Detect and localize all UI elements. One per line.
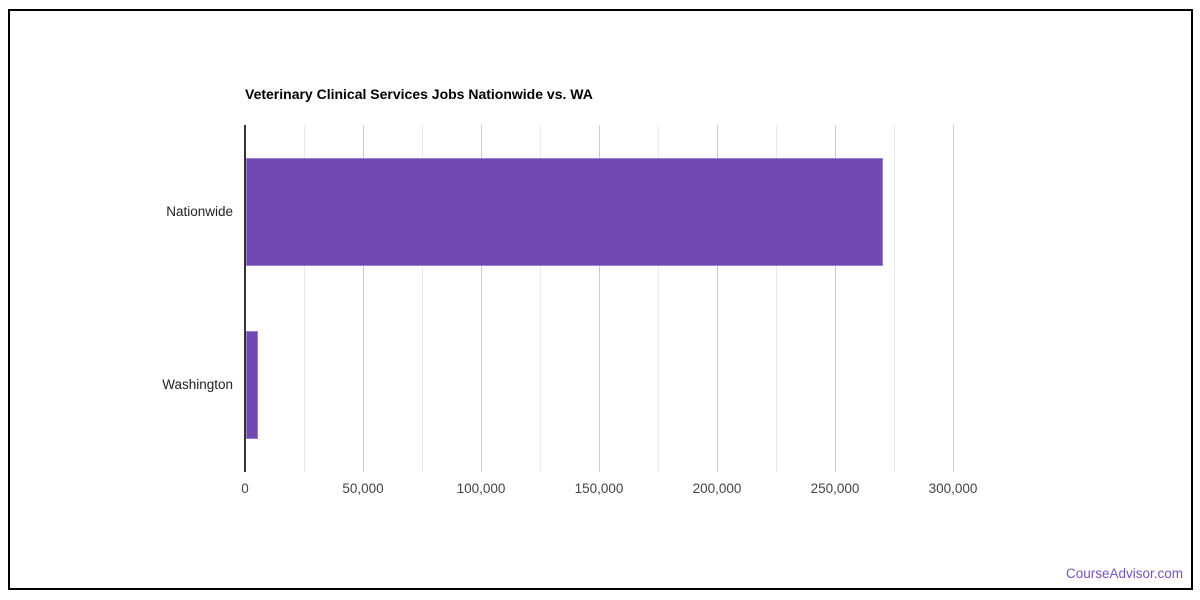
- x-tick-label: 200,000: [692, 481, 742, 496]
- footer-brand-link[interactable]: CourseAdvisor.com: [1065, 566, 1183, 581]
- major-gridline: [599, 125, 600, 472]
- chart-title: Veterinary Clinical Services Jobs Nation…: [245, 86, 593, 102]
- x-tick-label: 0: [241, 481, 249, 496]
- major-gridline: [363, 125, 364, 472]
- minor-gridline: [540, 125, 541, 472]
- minor-gridline: [304, 125, 305, 472]
- bar-nationwide[interactable]: [246, 157, 884, 266]
- x-tick-label: 300,000: [928, 481, 978, 496]
- x-tick-label: 50,000: [342, 481, 384, 496]
- category-label: Washington: [162, 377, 233, 393]
- minor-gridline: [776, 125, 777, 472]
- category-label: Nationwide: [166, 203, 233, 219]
- major-gridline: [717, 125, 718, 472]
- x-tick-label: 100,000: [456, 481, 506, 496]
- x-tick-label: 250,000: [810, 481, 860, 496]
- minor-gridline: [658, 125, 659, 472]
- major-gridline: [953, 125, 954, 472]
- major-gridline: [835, 125, 836, 472]
- minor-gridline: [422, 125, 423, 472]
- minor-gridline: [894, 125, 895, 472]
- y-axis-line: [244, 125, 246, 472]
- bar-washington[interactable]: [246, 331, 258, 440]
- page-border: [8, 9, 1193, 590]
- x-tick-label: 150,000: [574, 481, 624, 496]
- major-gridline: [481, 125, 482, 472]
